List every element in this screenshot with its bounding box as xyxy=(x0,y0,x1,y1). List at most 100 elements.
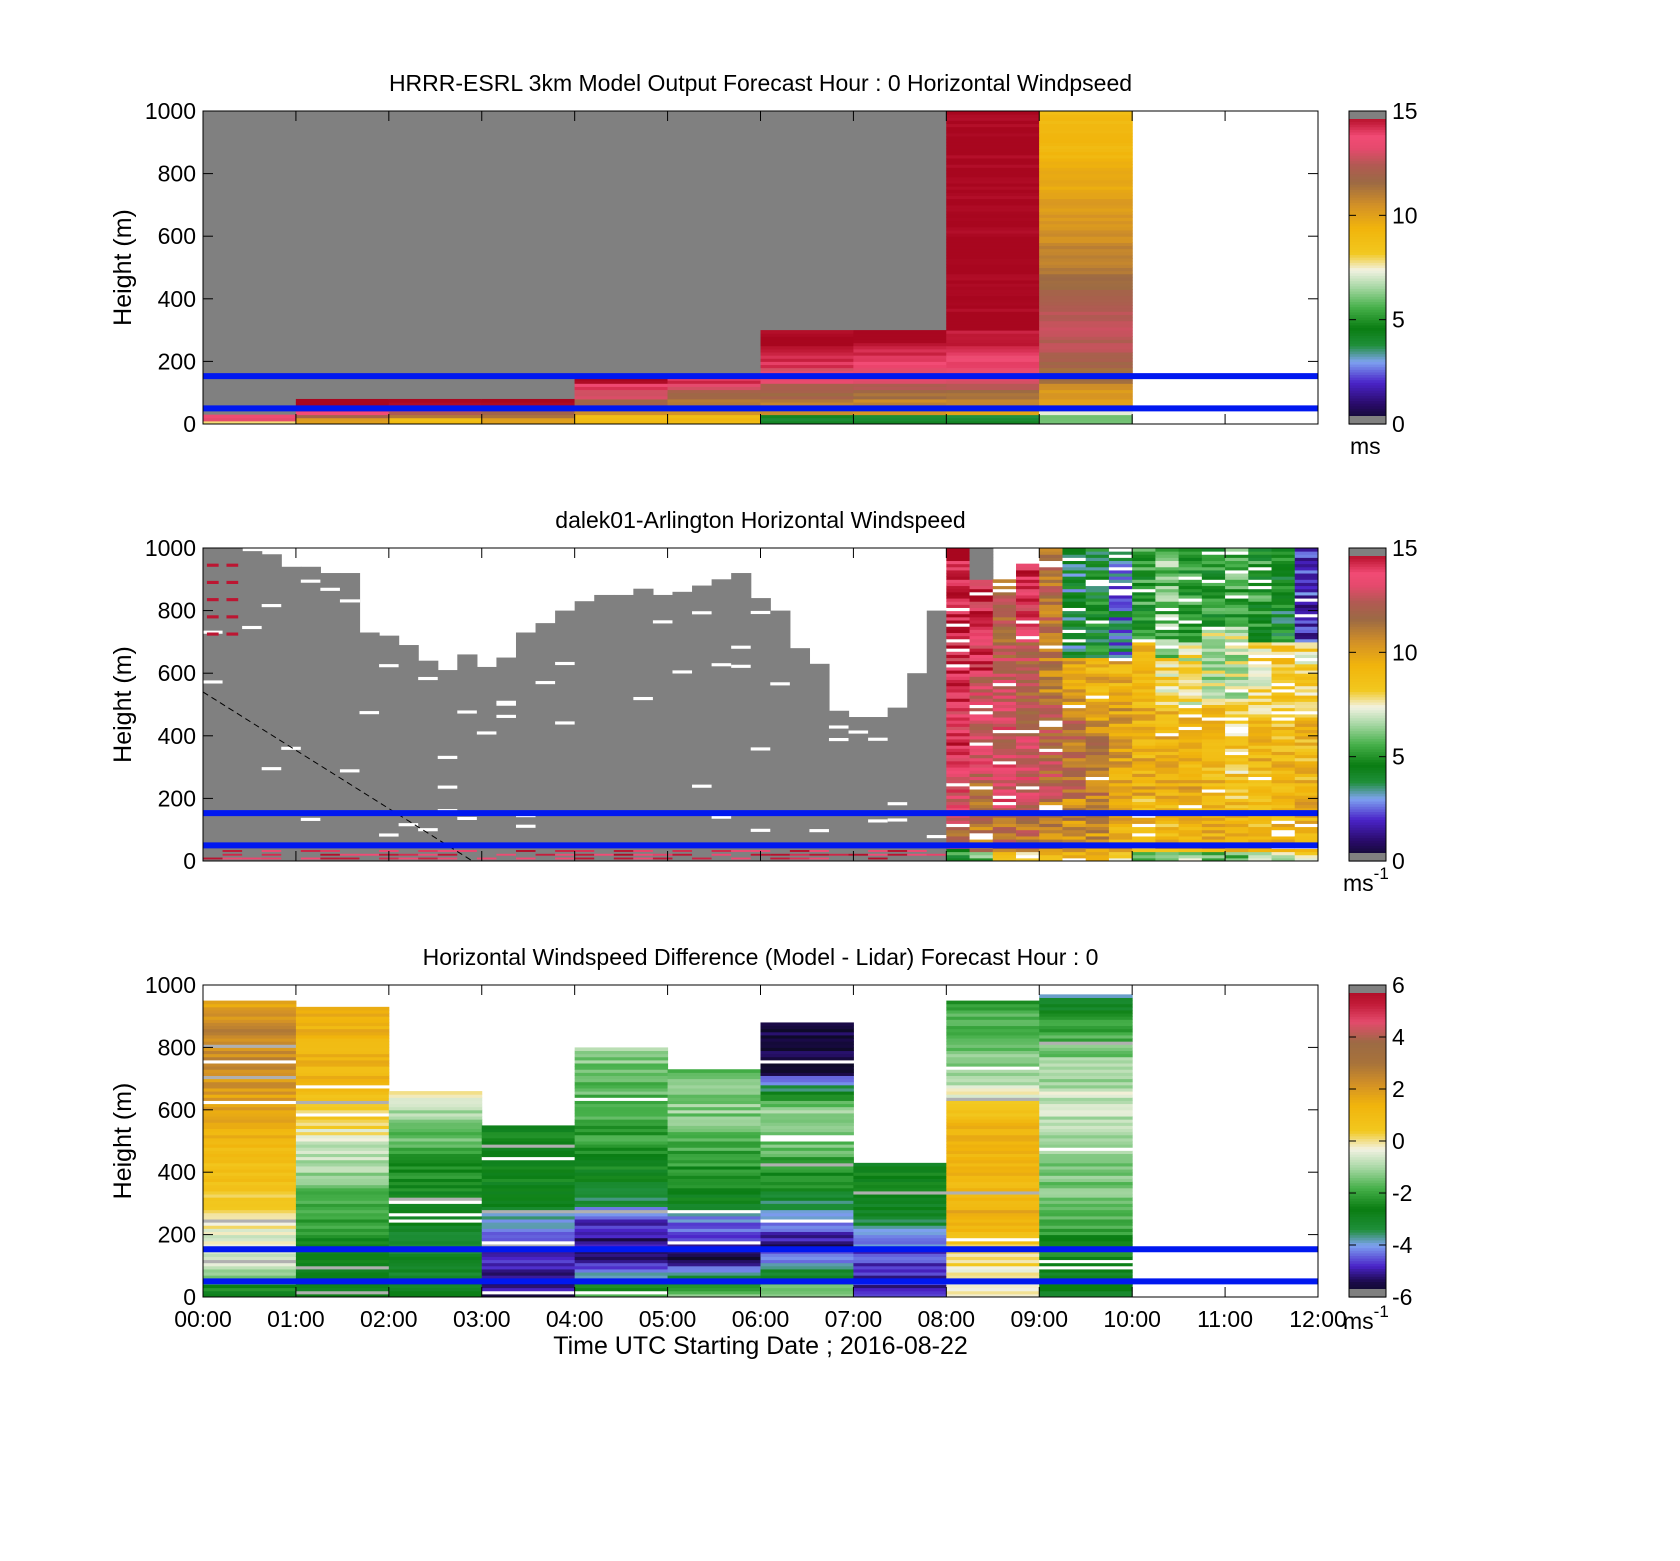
heatmap-cell xyxy=(203,1159,297,1164)
heatmap-cell xyxy=(1155,817,1180,821)
heatmap-cell xyxy=(770,610,791,861)
heatmap-cell xyxy=(1085,616,1110,621)
colorbar-swatch xyxy=(1349,121,1386,125)
colorbar-swatch xyxy=(1349,621,1386,625)
heatmap-cell xyxy=(1201,763,1226,768)
heatmap-cell xyxy=(1132,767,1156,771)
heatmap-cell xyxy=(1039,569,1064,574)
heatmap-cell xyxy=(1108,792,1133,796)
colorbar-swatch xyxy=(1349,298,1386,303)
heatmap-cell xyxy=(1178,738,1203,743)
heatmap-cell xyxy=(1294,635,1318,640)
heatmap-cell xyxy=(1016,745,1040,749)
heatmap-cell xyxy=(1271,641,1296,646)
heatmap-cell xyxy=(1132,776,1156,781)
heatmap-cell xyxy=(1155,591,1180,596)
heatmap-cell xyxy=(992,770,1017,774)
heatmap-cell xyxy=(574,1131,669,1136)
heatmap-cell xyxy=(295,1209,390,1214)
heatmap-cell xyxy=(1248,585,1273,590)
heatmap-cell xyxy=(760,1137,854,1142)
heatmap-cell xyxy=(388,1203,483,1208)
heatmap-cell xyxy=(1225,563,1249,568)
heatmap-cell xyxy=(1062,710,1087,715)
colorbar-swatch xyxy=(1349,118,1386,123)
colorbar-swatch xyxy=(1349,699,1386,703)
heatmap-cell xyxy=(1178,826,1203,831)
heatmap-cell xyxy=(203,1078,297,1083)
heatmap-cell xyxy=(946,292,1040,297)
heatmap-cell xyxy=(1085,698,1110,702)
heatmap-cell xyxy=(1039,554,1064,558)
heatmap-cell xyxy=(1132,557,1156,562)
heatmap-cell xyxy=(1271,763,1296,768)
heatmap-cell xyxy=(667,389,761,394)
heatmap-cell xyxy=(992,839,1017,843)
heatmap-cell xyxy=(946,1265,1040,1270)
heatmap-cell xyxy=(1178,770,1203,774)
heatmap-cell xyxy=(1062,792,1087,796)
heatmap-cell xyxy=(1085,604,1110,608)
heatmap-cell xyxy=(1016,792,1040,796)
heatmap-cell xyxy=(1294,629,1318,634)
colorbar-swatch xyxy=(1349,707,1386,711)
colorbar-swatch xyxy=(1349,1076,1386,1080)
heatmap-cell xyxy=(1155,742,1180,746)
heatmap-cell xyxy=(946,588,971,593)
heatmap-cell xyxy=(1155,563,1180,568)
heatmap-cell xyxy=(295,1181,390,1186)
heatmap-cell xyxy=(1201,576,1226,580)
heatmap-cell xyxy=(481,402,576,406)
heatmap-cell xyxy=(388,1137,483,1142)
heatmap-cell xyxy=(946,1031,1040,1036)
heatmap-cell xyxy=(946,717,971,721)
colorbar-frame xyxy=(1348,547,1387,862)
heatmap-cell xyxy=(1039,1159,1133,1164)
heatmap-cell xyxy=(1271,585,1296,590)
heatmap-cell xyxy=(1294,779,1318,784)
heatmap-cell xyxy=(853,1172,947,1176)
heatmap-cell xyxy=(1085,782,1110,787)
heatmap-cell xyxy=(1248,798,1273,803)
heatmap-cell xyxy=(1108,569,1133,574)
heatmap-cell xyxy=(388,1240,483,1245)
heatmap-cell xyxy=(1132,695,1156,699)
heatmap-cell xyxy=(1178,701,1203,705)
heatmap-cell xyxy=(1085,685,1110,690)
heatmap-cell xyxy=(789,850,811,852)
heatmap-cell xyxy=(1016,723,1040,727)
heatmap-cell xyxy=(992,651,1017,655)
heatmap-cell xyxy=(574,1175,669,1179)
heatmap-cell xyxy=(946,1041,1040,1045)
heatmap-cell xyxy=(760,1156,854,1161)
heatmap-cell xyxy=(1062,726,1087,731)
heatmap-cell xyxy=(667,1265,761,1270)
colorbar-swatch xyxy=(1349,641,1386,646)
heatmap-cell xyxy=(437,850,458,852)
heatmap-cell xyxy=(1039,1231,1133,1236)
colorbar-swatch xyxy=(1349,1094,1386,1098)
heatmap-cell xyxy=(1062,613,1087,618)
colorbar-swatch xyxy=(1349,1034,1386,1038)
heatmap-cell xyxy=(853,1209,947,1214)
heatmap-cell xyxy=(1039,1047,1133,1052)
heatmap-cell xyxy=(969,576,994,580)
heatmap-cell xyxy=(1039,1284,1133,1289)
heatmap-cell xyxy=(946,239,1040,243)
heatmap-cell xyxy=(1039,367,1133,372)
heatmap-cell xyxy=(1039,1243,1133,1248)
heatmap-cell xyxy=(1016,616,1040,621)
heatmap-cell xyxy=(1039,851,1064,856)
heatmap-cell xyxy=(1039,848,1064,853)
heatmap-cell xyxy=(261,853,282,856)
colorbar-swatch xyxy=(1349,819,1386,823)
colorbar-swatch xyxy=(1349,163,1386,167)
heatmap-cell xyxy=(1108,557,1133,562)
heatmap-cell xyxy=(992,732,1017,737)
heatmap-cell xyxy=(1016,726,1040,731)
heatmap-cell xyxy=(203,1144,297,1148)
heatmap-cell xyxy=(1062,789,1087,793)
heatmap-cell xyxy=(1085,795,1110,799)
colorbar-swatch xyxy=(1349,587,1386,591)
